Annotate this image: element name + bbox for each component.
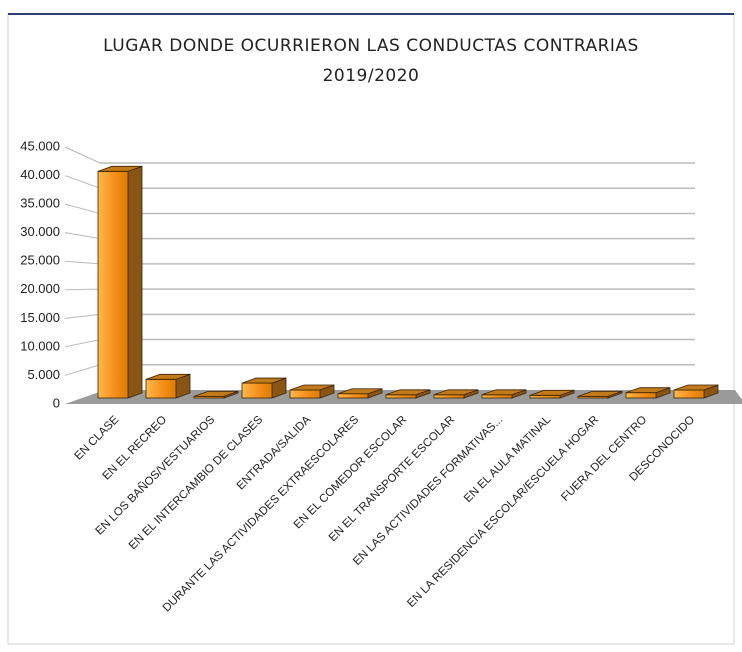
grid-line xyxy=(64,232,101,240)
grid-line xyxy=(64,288,101,291)
bar xyxy=(145,378,177,399)
grid-line xyxy=(64,175,101,189)
bar-top xyxy=(241,377,287,384)
bar xyxy=(385,394,417,399)
bar-top xyxy=(529,389,575,396)
y-tick-label: 5.000 xyxy=(27,367,60,382)
grid-line xyxy=(64,339,101,348)
grid-line xyxy=(64,313,101,319)
bar-top xyxy=(385,389,431,396)
bar-top xyxy=(193,390,239,397)
y-tick-label: 20.000 xyxy=(20,281,60,296)
bar-top xyxy=(577,390,623,397)
bar-top xyxy=(481,389,527,396)
chart-title: LUGAR DONDE OCURRIERON LAS CONDUCTAS CON… xyxy=(103,36,639,56)
chart-subtitle: 2019/2020 xyxy=(323,66,420,86)
bar xyxy=(97,170,129,399)
bar xyxy=(673,389,705,399)
bar-top xyxy=(97,165,143,172)
bar xyxy=(337,393,369,399)
bar-top xyxy=(145,373,191,380)
y-tick-label: 35.000 xyxy=(20,196,60,211)
bar-side xyxy=(127,165,143,399)
y-tick-label: 45.000 xyxy=(20,138,60,153)
bar xyxy=(433,394,465,399)
bar-top xyxy=(625,387,671,394)
y-tick-label: 25.000 xyxy=(20,253,60,268)
y-tick-label: 30.000 xyxy=(20,224,60,239)
bar xyxy=(289,389,321,399)
grid-line xyxy=(64,260,101,265)
y-tick-label: 15.000 xyxy=(20,310,60,325)
y-tick-label: 0 xyxy=(53,395,60,410)
y-tick-label: 40.000 xyxy=(20,167,60,182)
bar-top xyxy=(673,384,719,391)
grid-line xyxy=(64,364,101,376)
bar-top xyxy=(289,384,335,391)
grid-line xyxy=(64,203,101,214)
y-tick-label: 10.000 xyxy=(20,338,60,353)
bar-top xyxy=(337,388,383,395)
grid-line xyxy=(64,146,101,164)
bar xyxy=(241,382,273,399)
bar-top xyxy=(433,389,479,396)
bar xyxy=(481,394,513,399)
bar xyxy=(625,392,657,399)
